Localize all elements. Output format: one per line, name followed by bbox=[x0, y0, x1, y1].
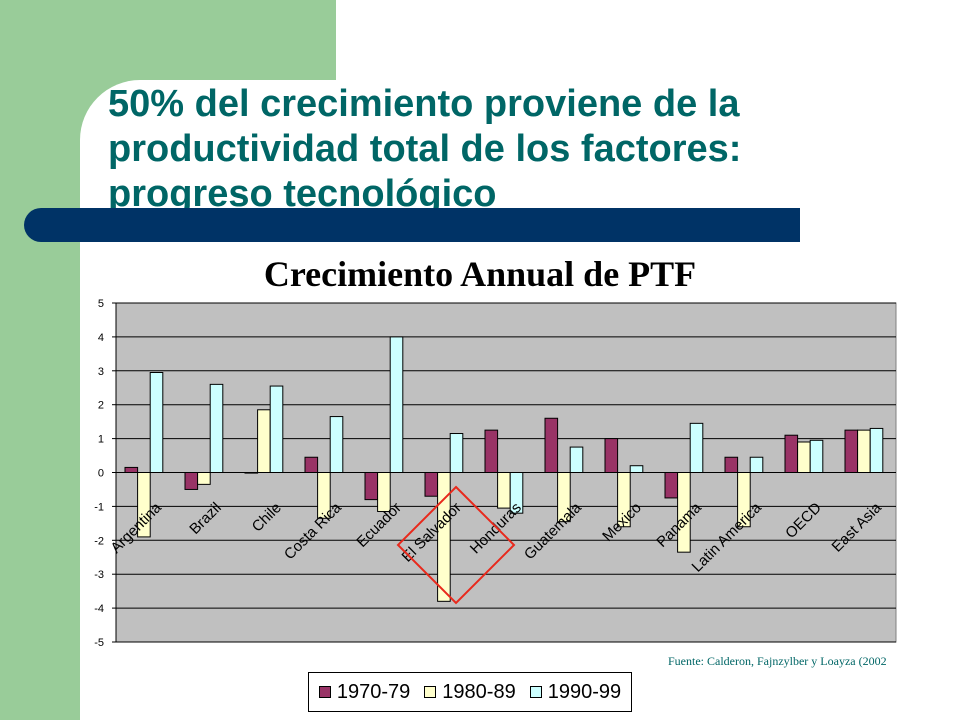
y-tick-label: 3 bbox=[98, 366, 104, 378]
bar-1970-79 bbox=[784, 434, 799, 473]
legend-item-3: 1990-99 bbox=[529, 680, 622, 704]
bar-1990-99 bbox=[629, 465, 644, 474]
chart-title: Crecimiento Annual de PTF bbox=[263, 254, 697, 294]
legend-item-2: 1980-89 bbox=[424, 680, 516, 704]
bar-1990-99 bbox=[329, 416, 344, 474]
bar-1980-89 bbox=[437, 472, 451, 602]
bar-1990-99 bbox=[809, 439, 824, 474]
title-underline-bar bbox=[24, 208, 800, 242]
bar-1990-99 bbox=[389, 336, 404, 473]
bar-1970-79 bbox=[424, 472, 439, 497]
source-note: Fuente: Calderon, Fajnzylber y Loayza (2… bbox=[668, 654, 887, 668]
y-tick-label: -2 bbox=[94, 535, 104, 547]
legend-swatch-2 bbox=[424, 686, 437, 698]
highlight-diamond bbox=[396, 485, 516, 605]
bar-1970-79 bbox=[124, 466, 139, 474]
y-tick-label: -4 bbox=[94, 603, 104, 615]
bar-1970-79 bbox=[304, 456, 319, 473]
bar-1990-99 bbox=[149, 371, 164, 473]
bar-1990-99 bbox=[689, 422, 704, 473]
y-tick-label: 1 bbox=[98, 434, 104, 446]
y-tick-label: 0 bbox=[98, 468, 104, 480]
bar-1990-99 bbox=[269, 385, 284, 473]
legend-swatch-3 bbox=[529, 686, 542, 698]
y-tick-label: -5 bbox=[94, 637, 104, 649]
bar-1970-79 bbox=[724, 456, 739, 473]
bar-1970-79 bbox=[364, 472, 379, 501]
y-tick-label: -1 bbox=[94, 501, 104, 513]
y-tick-label: 2 bbox=[98, 400, 104, 412]
bar-1990-99 bbox=[869, 427, 884, 473]
legend-label-1: 1970-79 bbox=[336, 680, 411, 703]
bar-1970-79 bbox=[184, 472, 199, 490]
bar-1970-79 bbox=[844, 429, 859, 473]
bar-1990-99 bbox=[449, 433, 464, 474]
y-tick-label: -3 bbox=[94, 569, 104, 581]
bar-1990-99 bbox=[749, 456, 764, 473]
bar-1990-99 bbox=[209, 383, 224, 473]
legend-swatch-1 bbox=[318, 686, 331, 698]
bar-1970-79 bbox=[664, 472, 679, 499]
bar-1970-79 bbox=[484, 429, 499, 473]
bar-1970-79 bbox=[604, 438, 619, 474]
legend-item-1: 1970-79 bbox=[318, 680, 411, 704]
y-tick-label: 4 bbox=[98, 332, 104, 344]
y-tick-label: 5 bbox=[98, 298, 104, 310]
legend-label-3: 1990-99 bbox=[547, 680, 622, 703]
bar-1980-89 bbox=[797, 441, 811, 473]
bar-1980-89 bbox=[857, 429, 871, 473]
bar-1980-89 bbox=[197, 472, 211, 485]
bar-1990-99 bbox=[569, 446, 584, 474]
bar-1980-89 bbox=[257, 409, 271, 474]
legend-label-2: 1980-89 bbox=[442, 680, 516, 703]
chart-legend: 1970-79 1980-89 1990-99 bbox=[308, 672, 632, 712]
bar-1970-79 bbox=[544, 417, 559, 474]
